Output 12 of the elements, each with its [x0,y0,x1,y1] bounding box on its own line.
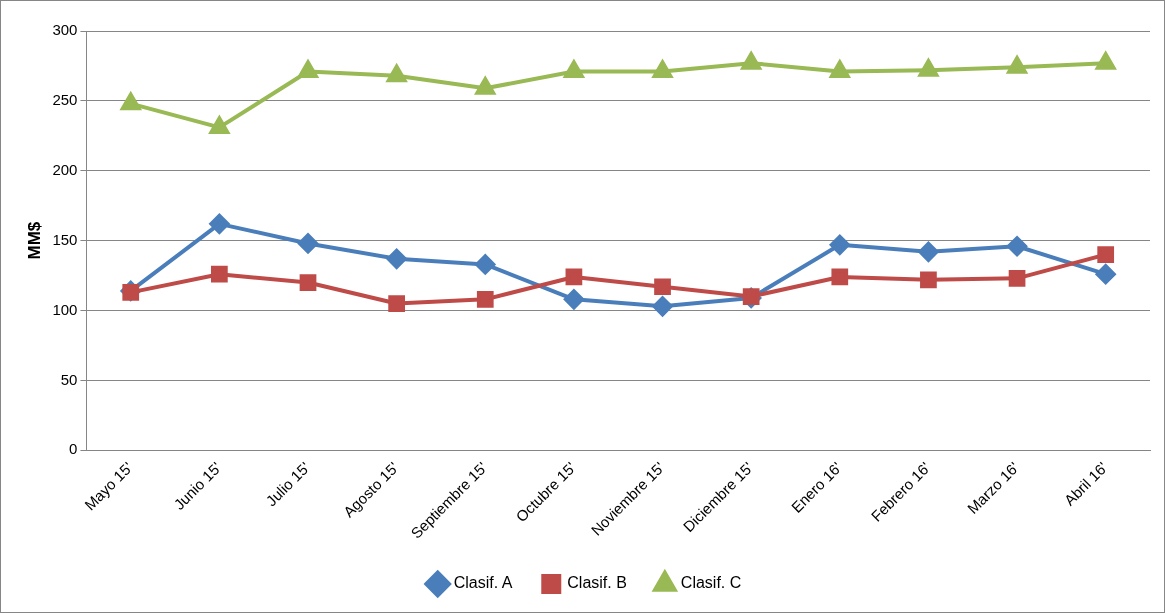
legend-label: Clasif. B [567,574,627,592]
y-tick-label: 50 [60,370,78,388]
y-tick-label: 150 [52,230,78,248]
legend-label: Clasif. C [680,574,742,592]
x-tick-label: Julio 15' [262,458,314,510]
y-tick-label: 100 [52,300,78,318]
legend-label: Clasif. A [453,574,513,592]
y-tick-label: 200 [52,160,78,178]
y-tick-label: 300 [52,21,78,39]
y-axis-title: MM$ [24,221,44,260]
y-tick-label: 0 [69,440,78,458]
y-tick-label: 250 [52,91,78,109]
